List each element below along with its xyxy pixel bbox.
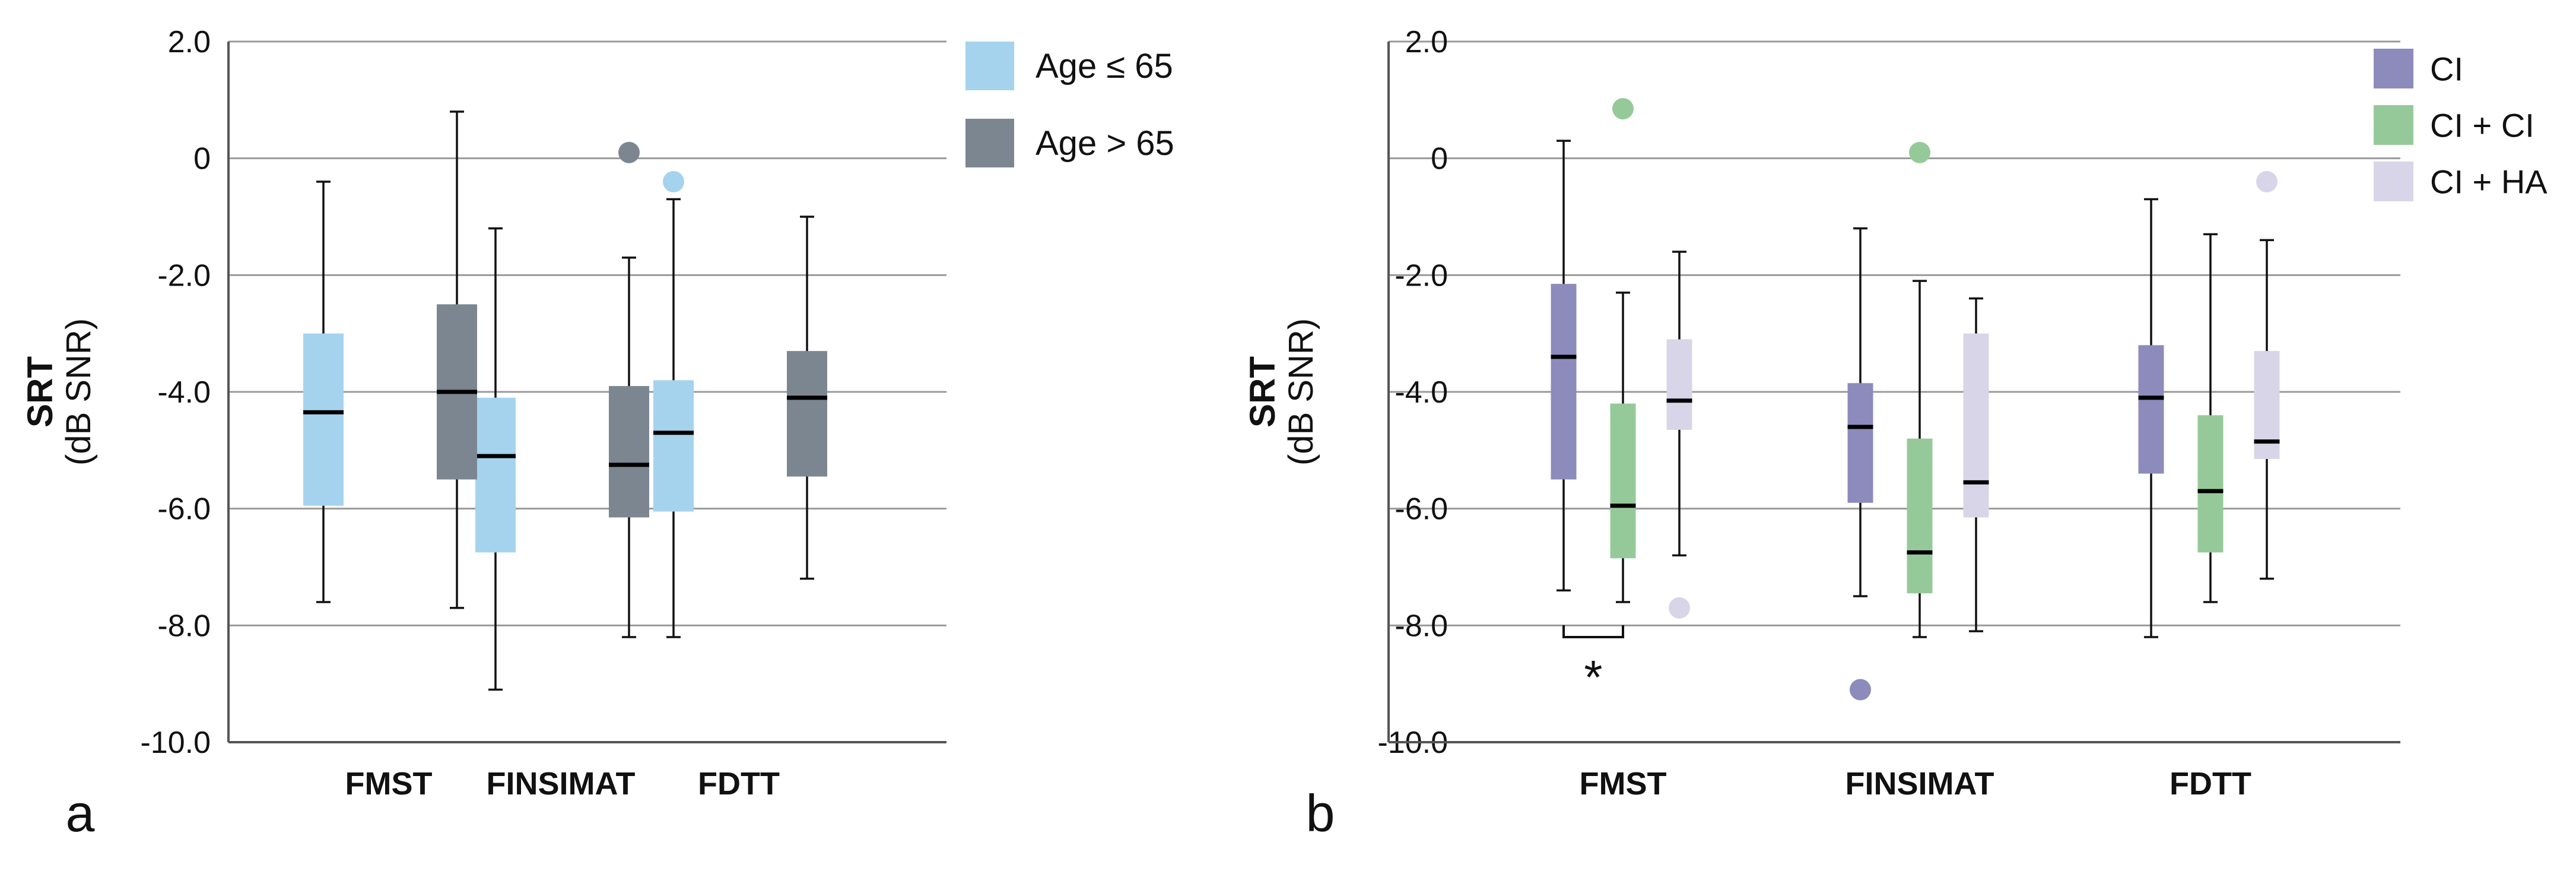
- y-tick-label: -2.0: [157, 258, 211, 293]
- legend-label: CI + HA: [2430, 163, 2548, 201]
- x-category-label: FMST: [345, 766, 433, 802]
- box: [475, 397, 516, 553]
- x-category-label: FINSIMAT: [1846, 766, 1994, 802]
- y-tick-label: -4.0: [157, 375, 211, 410]
- x-category-label: FDTT: [2170, 766, 2251, 802]
- box: [1666, 339, 1692, 430]
- box: [1610, 403, 1636, 559]
- box: [653, 380, 694, 512]
- outlier-point: [2256, 171, 2278, 192]
- y-tick-label: -2.0: [1395, 258, 1448, 293]
- outlier-point: [663, 171, 684, 192]
- legend-swatch: [2374, 49, 2413, 88]
- y-tick-label: -8.0: [1395, 609, 1448, 643]
- legend-label: CI: [2430, 50, 2463, 88]
- y-axis-title: SRT: [20, 356, 60, 428]
- y-tick-label: -8.0: [157, 609, 211, 643]
- x-category-label: FMST: [1580, 766, 1667, 802]
- significance-label: *: [1584, 651, 1602, 704]
- y-tick-label: 0: [1431, 142, 1448, 176]
- y-axis-subtitle: (dB SNR): [59, 318, 98, 466]
- box: [787, 351, 827, 477]
- y-tick-label: 2.0: [168, 25, 211, 59]
- panel-label: a: [66, 784, 95, 843]
- significance-bracket: [1562, 625, 1624, 638]
- chart-panel-a: 2.0 0 -2.0 -4.0 -6.0 -8.0 -10.0 SRT (dB SNR) FMST…: [20, 25, 1174, 843]
- outlier-point: [1850, 679, 1871, 701]
- legend-swatch: [965, 42, 1014, 90]
- box: [609, 386, 649, 518]
- box: [1847, 383, 1873, 503]
- box: [1551, 284, 1577, 480]
- outlier-point: [1669, 597, 1690, 619]
- x-category-label: FINSIMAT: [487, 766, 636, 802]
- y-axis-title: SRT: [1243, 356, 1282, 428]
- legend-label: Age > 65: [1036, 124, 1174, 163]
- box: [1963, 333, 1989, 518]
- box: [2138, 345, 2164, 474]
- y-axis-subtitle: (dB SNR): [1282, 318, 1320, 466]
- x-category-label: FDTT: [698, 766, 780, 802]
- y-tick-label: -6.0: [1395, 492, 1448, 527]
- y-tick-label: -10.0: [140, 726, 211, 760]
- panel-label: b: [1306, 784, 1335, 843]
- y-tick-label: 2.0: [1405, 25, 1448, 59]
- legend-swatch: [2374, 162, 2413, 201]
- y-tick-label: 0: [193, 142, 211, 176]
- legend-label: CI + CI: [2430, 107, 2534, 144]
- outlier-point: [1909, 141, 1930, 163]
- outlier-point: [618, 141, 640, 163]
- legend-label: Age ≤ 65: [1036, 47, 1173, 86]
- y-tick-label: -6.0: [157, 492, 211, 527]
- legend-swatch: [2374, 105, 2413, 145]
- y-tick-label: -4.0: [1395, 375, 1448, 410]
- box: [303, 333, 344, 506]
- box: [2197, 415, 2224, 553]
- legend-swatch: [965, 119, 1014, 167]
- outlier-point: [1612, 98, 1634, 120]
- box: [1907, 438, 1933, 594]
